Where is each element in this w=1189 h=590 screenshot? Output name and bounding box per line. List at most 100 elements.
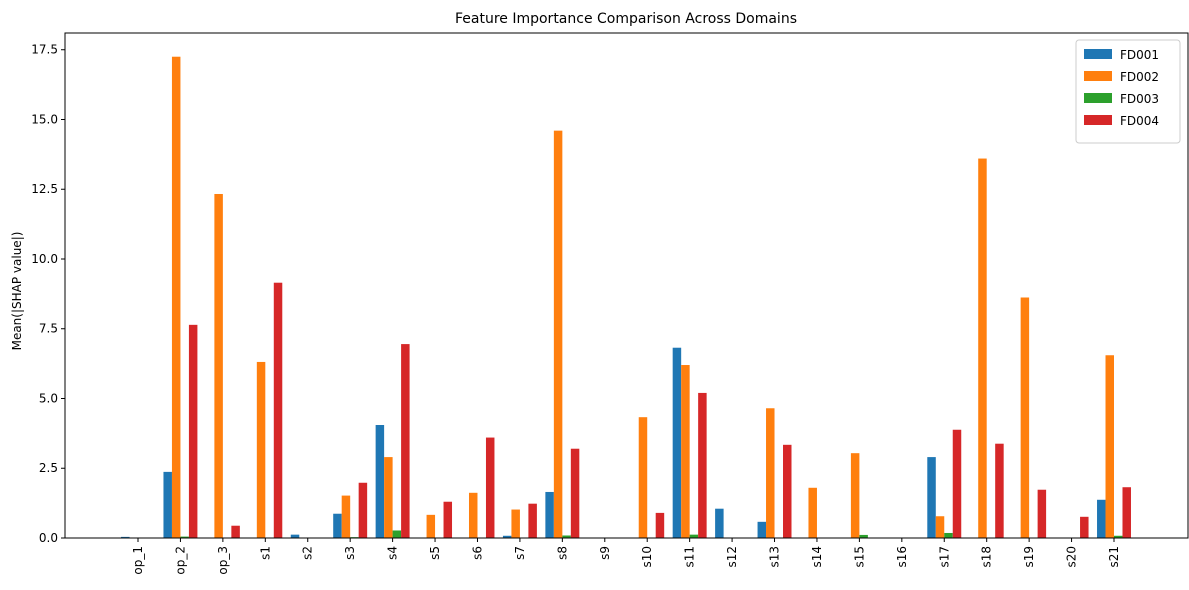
bar-fd002-s18 xyxy=(978,158,987,539)
bar-fd004-op-3 xyxy=(231,525,240,538)
x-tick-label: s11 xyxy=(683,546,697,568)
x-tick-label: s6 xyxy=(470,546,484,560)
bar-fd003-s21 xyxy=(1114,535,1123,538)
y-tick-label: 17.5 xyxy=(31,43,58,57)
x-tick-label: s19 xyxy=(1022,546,1036,568)
bar-fd002-s1 xyxy=(256,361,266,538)
bar-fd004-s13 xyxy=(783,444,792,538)
legend-swatch-fd001 xyxy=(1084,49,1112,59)
y-axis-label: Mean(|SHAP value|) xyxy=(10,232,24,351)
bar-fd002-s10 xyxy=(638,417,648,538)
bar-fd001-s21 xyxy=(1097,499,1106,538)
bar-fd003-s8 xyxy=(562,535,571,538)
bar-fd004-s5 xyxy=(443,501,453,538)
y-tick-label: 15.0 xyxy=(31,112,58,126)
bar-fd004-s7 xyxy=(528,503,537,538)
x-tick-label: op_3 xyxy=(216,546,230,575)
plot-frame xyxy=(64,32,1189,539)
chart-title: Feature Importance Comparison Across Dom… xyxy=(455,11,797,27)
bar-fd004-s10 xyxy=(655,512,665,538)
y-tick-label: 12.5 xyxy=(31,182,58,196)
bar-fd004-s11 xyxy=(698,392,707,538)
x-tick-label: s21 xyxy=(1107,546,1121,568)
bar-fd004-s21 xyxy=(1122,487,1131,538)
bar-fd002-s7 xyxy=(511,509,520,538)
bar-fd001-s11 xyxy=(672,347,682,538)
bar-fd001-s13 xyxy=(757,521,767,538)
bar-fd002-s15 xyxy=(850,453,860,538)
bar-fd004-s20 xyxy=(1080,516,1089,538)
x-tick-label: s1 xyxy=(258,546,272,560)
y-tick-label: 2.5 xyxy=(39,461,58,475)
x-tick-label: s17 xyxy=(937,546,951,568)
x-tick-label: s10 xyxy=(640,546,654,568)
x-tick-label: op_2 xyxy=(173,546,187,575)
x-tick-label: op_1 xyxy=(131,546,145,575)
bar-fd002-op-2 xyxy=(171,56,181,538)
bar-fd004-s4 xyxy=(401,344,410,538)
bar-fd001-op-1 xyxy=(121,536,130,538)
bar-fd001-op-2 xyxy=(163,471,172,538)
bar-fd003-s11 xyxy=(689,534,699,538)
x-tick-label: s15 xyxy=(852,546,866,568)
y-tick-label: 10.0 xyxy=(31,252,58,266)
bar-fd004-op-2 xyxy=(188,324,198,538)
bar-fd001-s12 xyxy=(715,508,724,538)
x-tick-label: s4 xyxy=(386,546,400,560)
bar-fd003-s4 xyxy=(392,530,402,538)
bar-fd001-s3 xyxy=(333,513,342,538)
bar-fd004-s1 xyxy=(273,282,283,538)
legend-swatch-fd004 xyxy=(1084,115,1112,125)
x-tick-label: s3 xyxy=(343,546,357,560)
x-tick-label: s14 xyxy=(810,546,824,568)
x-tick-label: s9 xyxy=(598,546,612,560)
x-tick-label: s13 xyxy=(768,546,782,568)
y-axis-ticks: 0.0 2.5 5.0 7.5 10.0 12.5 15.0 17.5 xyxy=(31,43,65,545)
bar-fd004-s17 xyxy=(952,429,962,538)
bar-fd002-s6 xyxy=(468,492,478,538)
bar-fd002-s8 xyxy=(553,130,563,538)
x-tick-label: s20 xyxy=(1065,546,1079,568)
bar-fd002-s5 xyxy=(426,514,436,538)
x-tick-label: s7 xyxy=(513,546,527,560)
bar-fd003-op-2 xyxy=(180,536,189,538)
bar-fd002-s11 xyxy=(681,365,690,538)
y-tick-label: 5.0 xyxy=(39,391,58,405)
bar-fd003-s15 xyxy=(859,534,868,538)
bar-fd002-s4 xyxy=(384,457,393,538)
bar-fd001-s7 xyxy=(502,535,512,538)
bar-fd004-s3 xyxy=(358,482,368,538)
x-tick-label: s5 xyxy=(428,546,442,560)
bars-group xyxy=(121,56,1131,539)
bar-fd002-s3 xyxy=(341,495,351,538)
legend-label-fd002: FD002 xyxy=(1120,70,1159,84)
bar-fd004-s19 xyxy=(1037,489,1047,538)
legend-label-fd004: FD004 xyxy=(1120,114,1159,128)
bar-fd002-s13 xyxy=(766,408,775,538)
bar-fd002-s21 xyxy=(1105,355,1114,538)
legend-swatch-fd002 xyxy=(1084,71,1112,81)
bar-fd003-s17 xyxy=(944,532,953,538)
y-tick-label: 0.0 xyxy=(39,531,58,545)
x-axis-ticks: op_1 op_2 op_3 s1 s2 s3 s4 s5 s6 s7 s8 s9 s10 s11 s12 s… xyxy=(131,538,1121,575)
bar-fd004-s18 xyxy=(995,443,1004,538)
y-tick-label: 7.5 xyxy=(39,322,58,336)
legend-swatch-fd003 xyxy=(1084,93,1112,103)
bar-fd001-s17 xyxy=(927,457,936,538)
bar-fd004-s6 xyxy=(485,437,495,538)
bar-fd002-s19 xyxy=(1020,297,1030,538)
x-tick-label: s2 xyxy=(301,546,315,560)
bar-fd001-s2 xyxy=(290,534,300,538)
legend: FD001 FD002 FD003 FD004 xyxy=(1075,39,1181,144)
bar-fd002-op-3 xyxy=(214,193,223,539)
bar-fd004-s8 xyxy=(570,448,580,538)
legend-label-fd001: FD001 xyxy=(1120,48,1159,62)
x-tick-label: s8 xyxy=(555,546,569,560)
bar-fd002-s14 xyxy=(808,487,817,538)
x-tick-label: s18 xyxy=(980,546,994,568)
legend-label-fd003: FD003 xyxy=(1120,92,1159,106)
bar-fd002-s17 xyxy=(935,516,945,538)
bar-fd001-s8 xyxy=(545,491,554,538)
x-tick-label: s16 xyxy=(895,546,909,568)
